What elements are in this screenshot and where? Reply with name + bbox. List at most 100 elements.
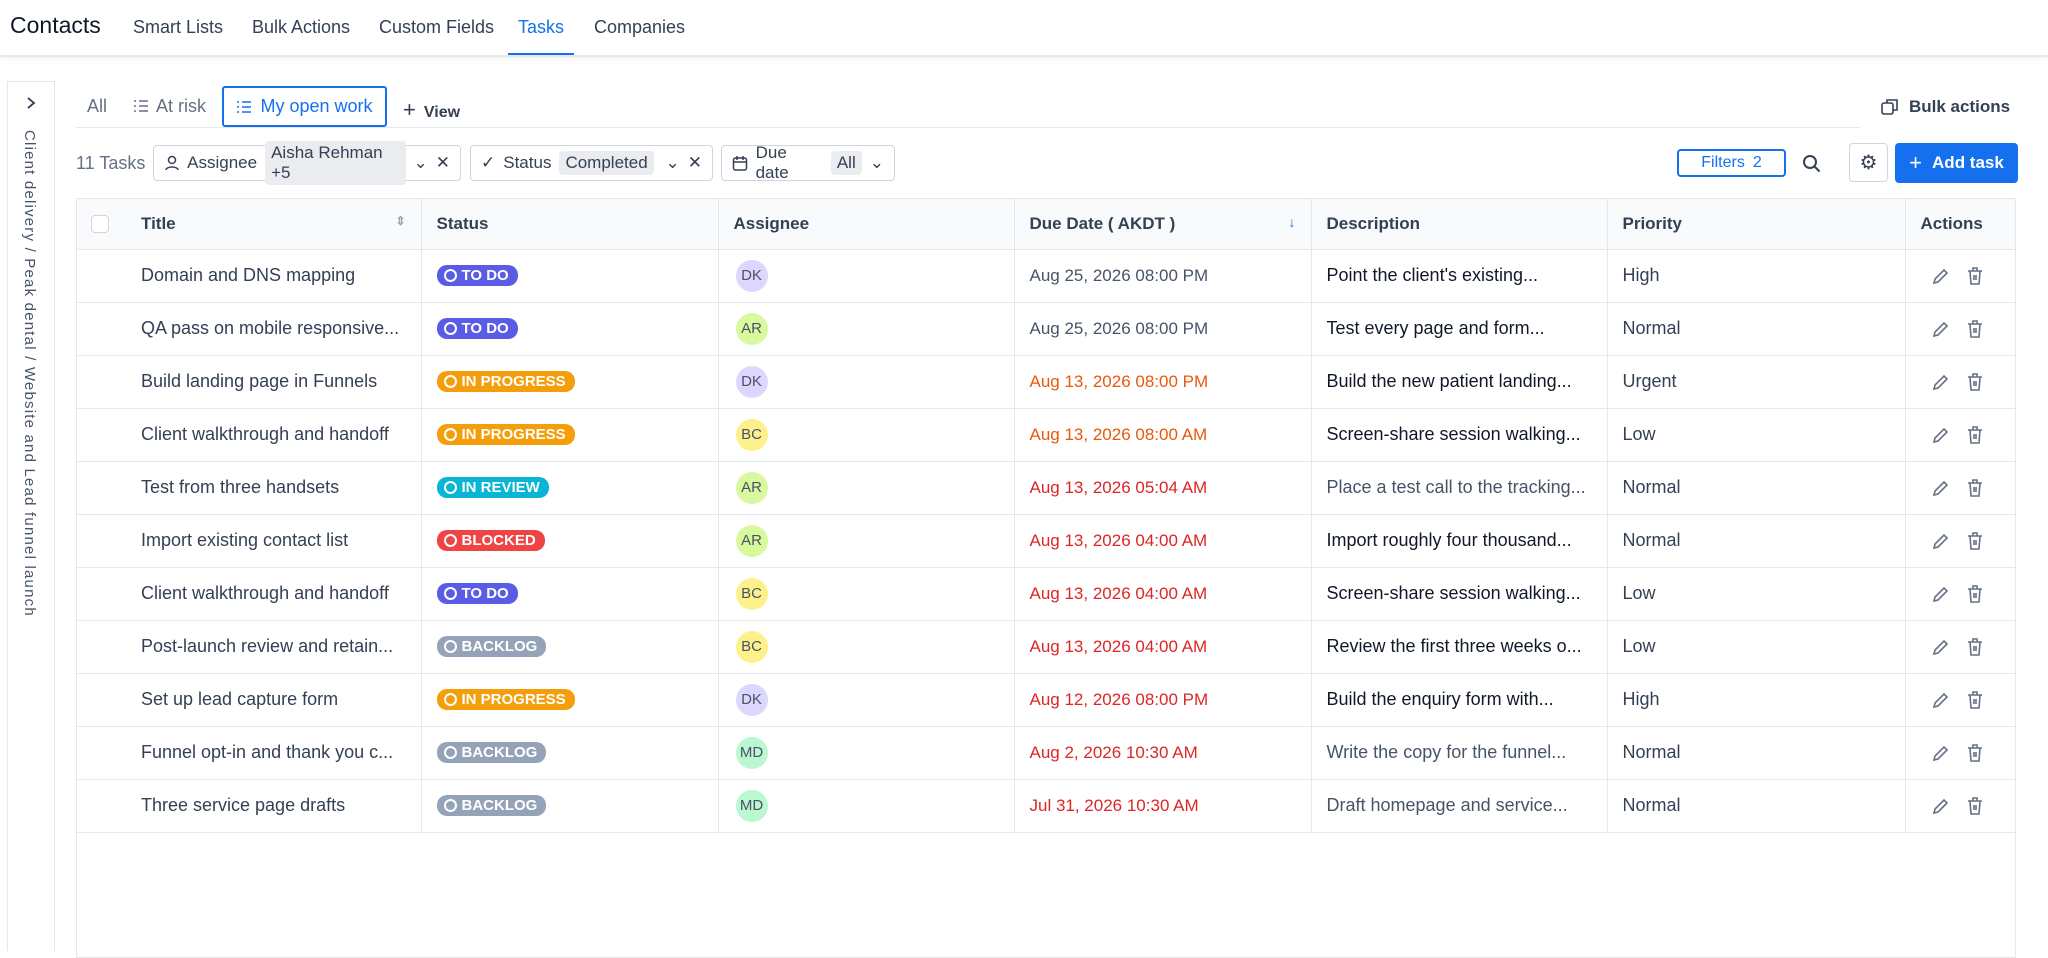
edit-icon[interactable]	[1931, 372, 1951, 392]
description: Test every page and form...	[1311, 302, 1608, 356]
task-row[interactable]: Build landing page in Funnels IN PROGRESS…	[77, 355, 2015, 409]
status-pill: IN PROGRESS	[436, 423, 575, 445]
status-filter[interactable]: ✓ Status Completed ⌄ ✕	[470, 145, 713, 181]
filters-count: 2	[1752, 154, 1762, 171]
nav-tab[interactable]: Smart Lists	[133, 17, 224, 37]
bulk-actions[interactable]: Bulk actions	[1881, 97, 2010, 117]
task-row[interactable]: Three service page drafts BACKLOG MD Jul 31…	[77, 779, 2015, 833]
task-title: Three service page drafts	[77, 779, 422, 833]
edit-icon[interactable]	[1931, 266, 1951, 286]
delete-icon[interactable]	[1965, 531, 1985, 551]
nav-tab[interactable]: Custom Fields	[379, 17, 495, 37]
status-cell: IN REVIEW	[421, 461, 719, 515]
settings-button[interactable]: ⚙	[1849, 143, 1888, 182]
task-row[interactable]: Client walkthrough and handoff IN PROGRES…	[77, 408, 2015, 462]
page: Tasks {"nav":{"title":"Contacts","tabs":…	[0, 12, 2048, 958]
row-actions	[1905, 514, 2015, 568]
status-label: TO DO	[461, 266, 509, 284]
task-row[interactable]: Post-launch review and retain... BACKLOG B…	[77, 620, 2015, 674]
status-cell: BACKLOG	[421, 779, 719, 833]
priority: Low	[1607, 408, 1906, 462]
task-row[interactable]: Set up lead capture form IN PROGRESS DK Aug…	[77, 673, 2015, 727]
status-dot	[443, 639, 457, 653]
sort-icon[interactable]: ↓	[1288, 213, 1296, 230]
edit-icon[interactable]	[1931, 743, 1951, 763]
delete-icon[interactable]	[1965, 319, 1985, 339]
add-task-label: Add task	[1932, 153, 2004, 172]
clear[interactable]: ✕	[435, 153, 450, 172]
add-view[interactable]: + View	[403, 97, 461, 122]
delete-icon[interactable]	[1965, 372, 1985, 392]
task-title: Client walkthrough and handoff	[77, 567, 422, 621]
column-header: Due Date ( AKDT ) ↓	[1014, 199, 1312, 250]
table: Title ⇕ Status Assignee Due Date ( AKDT ) ↓ De…	[77, 199, 2015, 833]
column-header: Assignee	[718, 199, 1015, 250]
avatar: DK	[735, 683, 768, 716]
status-dot	[443, 533, 457, 547]
view-tab-active[interactable]: My open work	[222, 86, 387, 127]
view-tab[interactable]: All	[87, 96, 108, 116]
row-actions	[1905, 726, 2015, 780]
delete-icon[interactable]	[1965, 478, 1985, 498]
filter-value: Completed	[559, 151, 654, 175]
assignee-filter[interactable]: Assignee Aisha Rehman +5 ⌄ ✕	[153, 141, 461, 185]
task-title: Build landing page in Funnels	[77, 355, 422, 409]
edit-icon[interactable]	[1931, 690, 1951, 710]
filters-button[interactable]: Filters 2	[1677, 149, 1786, 177]
task-row[interactable]: Domain and DNS mapping TO DO DK Aug 25, 202…	[77, 249, 2015, 303]
clear[interactable]: ✕	[687, 153, 702, 172]
task-row[interactable]: Funnel opt-in and thank you c... BACKLOG M…	[77, 726, 2015, 780]
task-row[interactable]: Test from three handsets IN REVIEW AR Aug 1…	[77, 461, 2015, 515]
due-filter[interactable]: Due date All ⌄	[721, 143, 895, 182]
search-icon[interactable]	[1802, 154, 1822, 174]
assignee-cell: AR	[718, 514, 1015, 568]
assignee-cell: BC	[718, 567, 1015, 621]
list-icon	[134, 100, 148, 112]
select-all[interactable]	[91, 215, 109, 233]
delete-icon[interactable]	[1965, 743, 1985, 763]
edit-icon[interactable]	[1931, 478, 1951, 498]
add-task-button[interactable]: + Add task	[1895, 143, 2018, 183]
description: Import roughly four thousand...	[1311, 514, 1608, 568]
status-cell: TO DO	[421, 567, 719, 621]
assignee-cell: AR	[718, 461, 1015, 515]
task-row[interactable]: Import existing contact list BLOCKED AR Aug…	[77, 514, 2015, 568]
status-cell: IN PROGRESS	[421, 408, 719, 462]
edit-icon[interactable]	[1931, 319, 1951, 339]
column-header: Title ⇕	[77, 199, 422, 250]
edit-icon[interactable]	[1931, 584, 1951, 604]
avatar: DK	[735, 259, 768, 292]
avatar: AR	[735, 471, 768, 504]
view-tab[interactable]: At risk	[156, 96, 207, 116]
edit-icon[interactable]	[1931, 425, 1951, 445]
status-label: TO DO	[461, 584, 509, 602]
status-dot	[443, 321, 457, 335]
nav-tab-active[interactable]: Tasks	[508, 17, 575, 55]
delete-icon[interactable]	[1965, 690, 1985, 710]
status-pill: BACKLOG	[436, 741, 547, 763]
due-date: Aug 13, 2026 08:00 AM	[1014, 408, 1312, 462]
delete-icon[interactable]	[1965, 425, 1985, 445]
due-date: Aug 2, 2026 10:30 AM	[1014, 726, 1312, 780]
assignee-cell: DK	[718, 249, 1015, 303]
task-row[interactable]: Client walkthrough and handoff TO DO BC Aug…	[77, 567, 2015, 621]
task-row[interactable]: QA pass on mobile responsive... TO DO AR Au…	[77, 302, 2015, 356]
delete-icon[interactable]	[1965, 266, 1985, 286]
assignee-cell: DK	[718, 355, 1015, 409]
edit-icon[interactable]	[1931, 637, 1951, 657]
status-dot	[443, 745, 457, 759]
nav-tab[interactable]: Companies	[594, 17, 686, 37]
due-date: Aug 13, 2026 08:00 PM	[1014, 355, 1312, 409]
column-header: Actions	[1905, 199, 2015, 250]
expand-icon[interactable]	[24, 96, 38, 110]
status-label: BLOCKED	[461, 531, 536, 549]
status-cell: IN PROGRESS	[421, 355, 719, 409]
delete-icon[interactable]	[1965, 796, 1985, 816]
edit-icon[interactable]	[1931, 796, 1951, 816]
sort-icon[interactable]: ⇕	[395, 213, 406, 228]
delete-icon[interactable]	[1965, 637, 1985, 657]
status-cell: BLOCKED	[421, 514, 719, 568]
delete-icon[interactable]	[1965, 584, 1985, 604]
nav-tab[interactable]: Bulk Actions	[252, 17, 351, 37]
edit-icon[interactable]	[1931, 531, 1951, 551]
